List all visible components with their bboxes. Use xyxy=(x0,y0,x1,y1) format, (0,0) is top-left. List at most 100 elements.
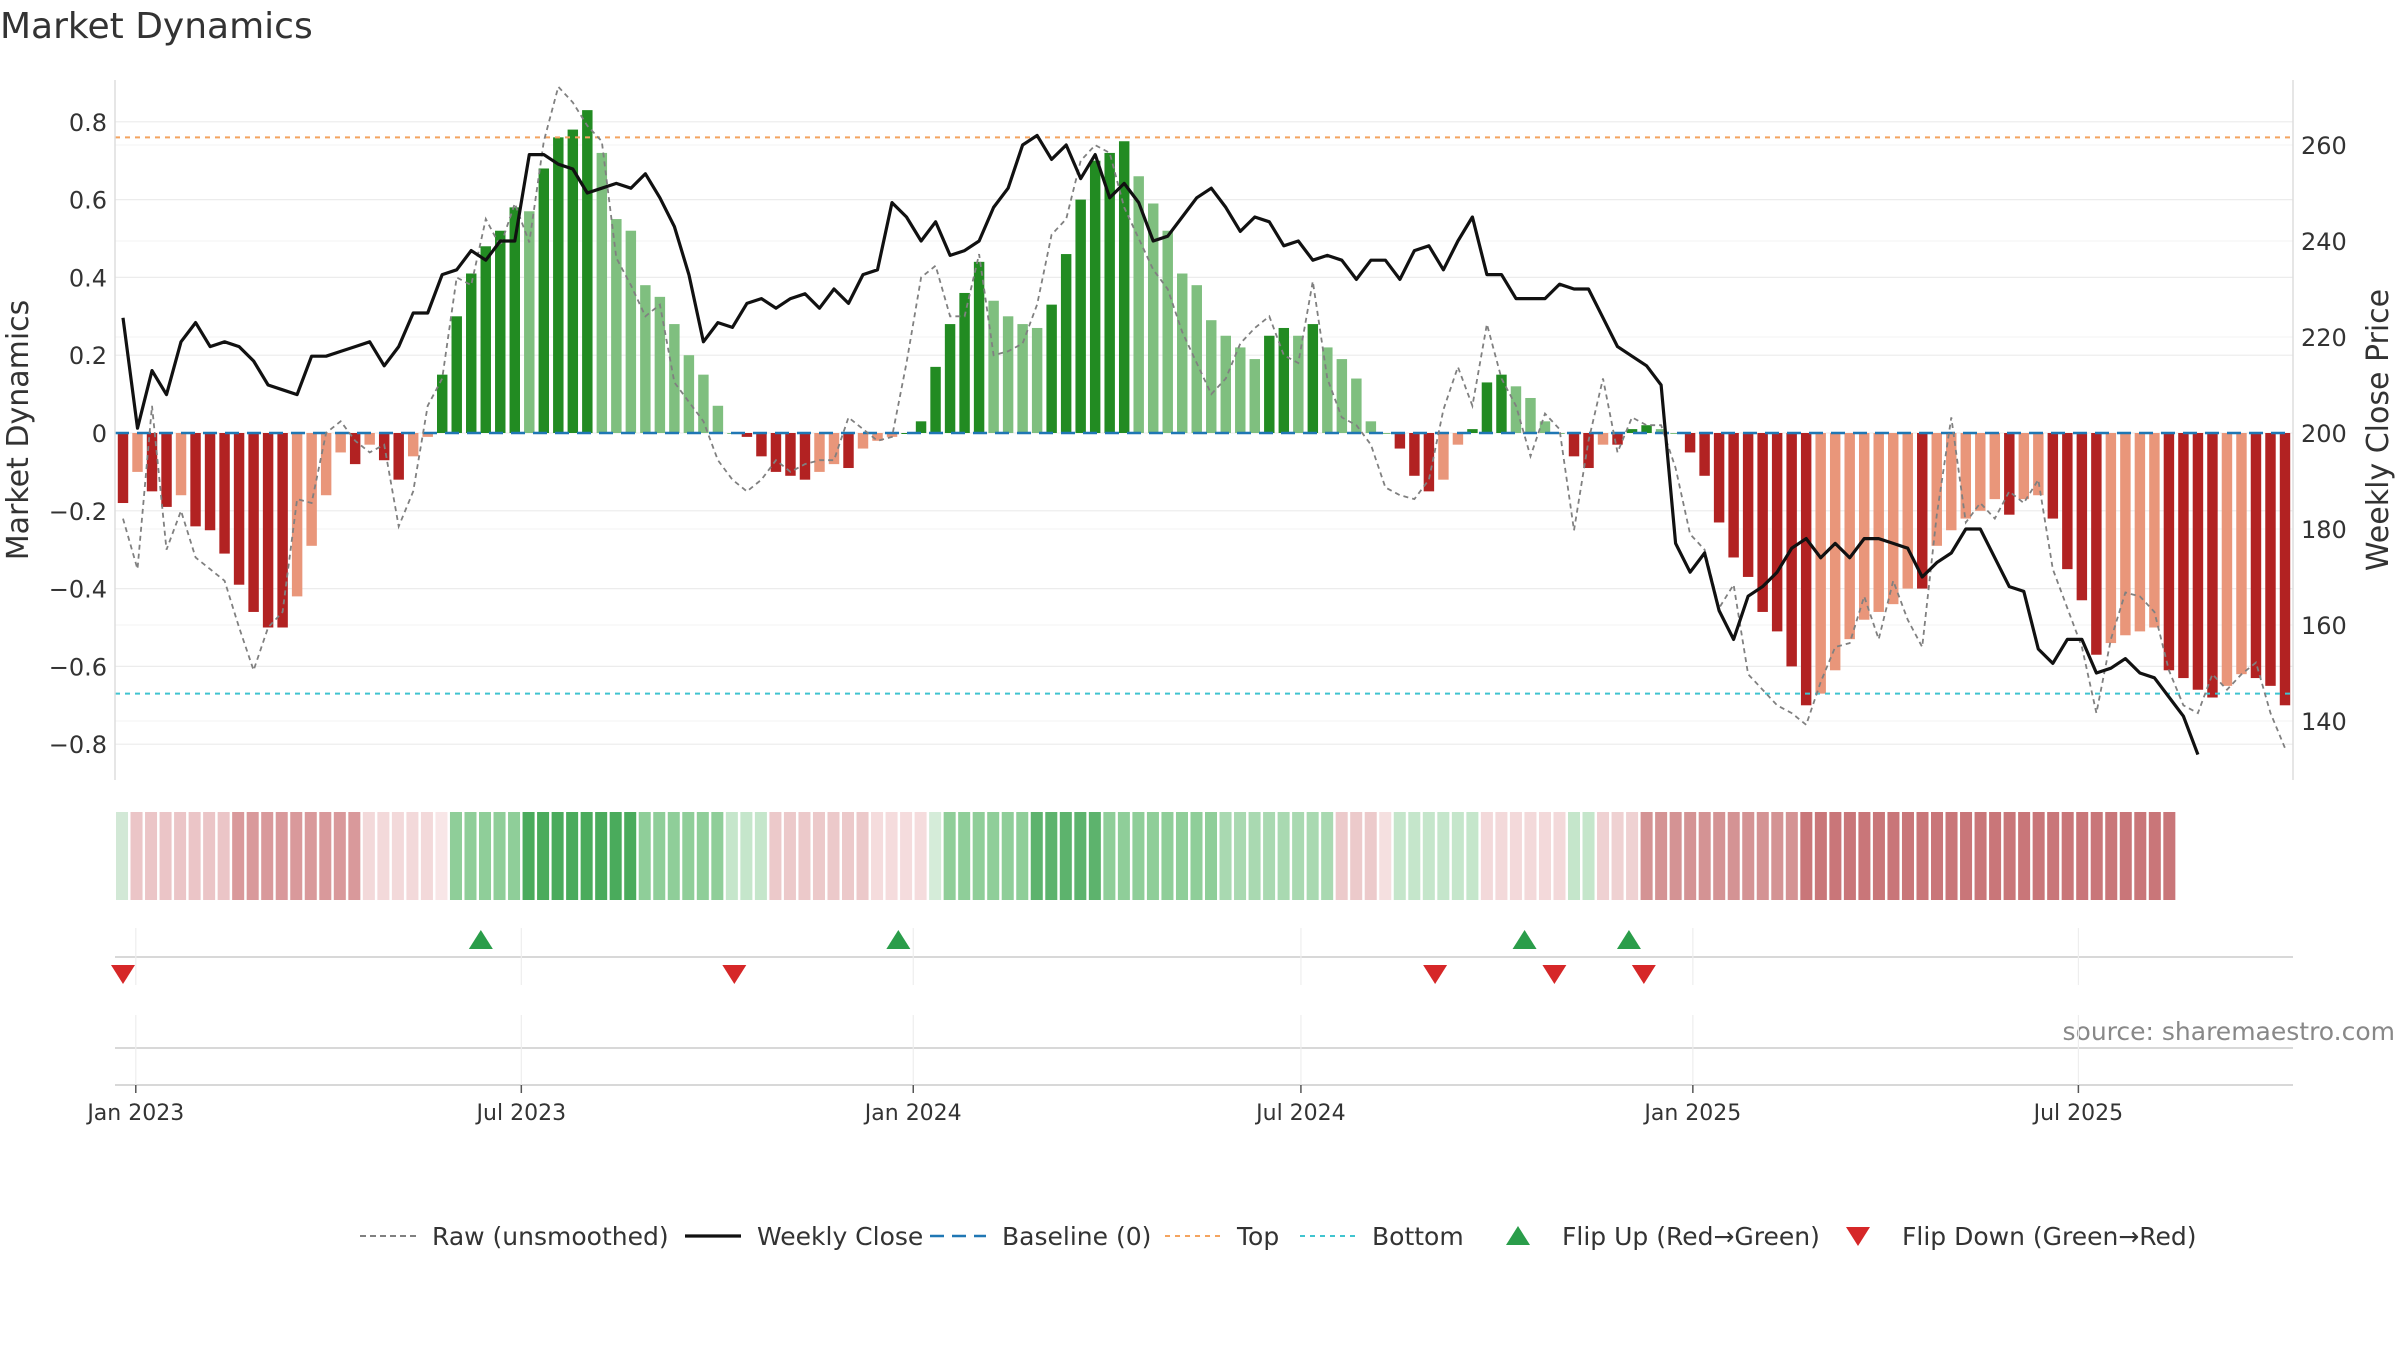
bar-55 xyxy=(915,421,927,433)
bar-87 xyxy=(1380,433,1391,434)
bar-141 xyxy=(2163,433,2175,671)
bar-47 xyxy=(799,433,811,480)
legend-label-5: Flip Up (Red→Green) xyxy=(1562,1222,1820,1251)
source-note: source: sharemaestro.com xyxy=(2063,1017,2396,1046)
regime-cell-90 xyxy=(1422,812,1435,900)
y2-tick-label-6: 260 xyxy=(2301,132,2347,160)
bar-60 xyxy=(988,300,999,433)
regime-cell-88 xyxy=(1393,812,1406,900)
regime-cell-5 xyxy=(188,812,201,900)
weekly-close-line xyxy=(121,133,2200,756)
bar-72 xyxy=(1162,230,1173,433)
bar-94 xyxy=(1481,382,1493,433)
regime-cell-26 xyxy=(493,812,506,900)
regime-cell-49 xyxy=(827,812,840,900)
regime-cell-63 xyxy=(1030,812,1043,900)
chart-title: Market Dynamics xyxy=(0,6,313,47)
regime-cell-67 xyxy=(1088,812,1101,900)
regime-cell-118 xyxy=(1829,812,1842,900)
bar-145 xyxy=(2221,433,2233,686)
bar-15 xyxy=(335,433,346,453)
regime-cell-89 xyxy=(1408,812,1421,900)
regime-cell-56 xyxy=(929,812,942,900)
regime-cell-70 xyxy=(1132,812,1145,900)
bar-98 xyxy=(1539,421,1551,433)
bar-91 xyxy=(1438,433,1449,480)
regime-cell-68 xyxy=(1103,812,1116,900)
bar-133 xyxy=(2047,433,2059,519)
bar-52 xyxy=(872,433,883,441)
raw-series xyxy=(122,84,2286,749)
regime-cell-62 xyxy=(1016,812,1029,900)
regime-cell-84 xyxy=(1335,812,1348,900)
legend-item-4: Bottom xyxy=(1300,1222,1464,1251)
flip-down-marker-1 xyxy=(722,965,747,984)
bar-32 xyxy=(582,110,593,433)
regime-cell-60 xyxy=(987,812,1000,900)
regime-cell-45 xyxy=(769,812,782,900)
bar-124 xyxy=(1917,433,1928,589)
bar-107 xyxy=(1670,433,1681,434)
regime-cell-58 xyxy=(958,812,971,900)
regime-cell-123 xyxy=(1901,812,1914,900)
bar-116 xyxy=(1800,433,1812,706)
regime-cell-113 xyxy=(1756,812,1769,900)
bar-147 xyxy=(2250,433,2262,679)
regime-cell-111 xyxy=(1727,812,1740,900)
bar-140 xyxy=(2149,433,2160,628)
bar-41 xyxy=(712,405,724,433)
bar-85 xyxy=(1351,378,1362,433)
bar-14 xyxy=(320,433,332,496)
regime-cell-95 xyxy=(1495,812,1508,900)
bar-114 xyxy=(1771,433,1783,632)
regime-cell-136 xyxy=(2090,812,2103,900)
y-axis-title: Market Dynamics xyxy=(1,300,36,561)
regime-cell-137 xyxy=(2105,812,2118,900)
y-tick-label-3: −0.2 xyxy=(49,498,107,526)
bar-3 xyxy=(161,433,172,507)
bar-69 xyxy=(1118,141,1130,433)
regime-cell-101 xyxy=(1582,812,1595,900)
regime-cell-28 xyxy=(522,812,535,900)
regime-cell-117 xyxy=(1814,812,1827,900)
regime-cell-30 xyxy=(551,812,564,900)
y2-tick-label-5: 240 xyxy=(2301,228,2347,256)
regime-cell-112 xyxy=(1742,812,1755,900)
y-tick-label-8: 0.8 xyxy=(69,109,107,137)
regime-cell-73 xyxy=(1175,812,1188,900)
bar-64 xyxy=(1046,304,1057,433)
regime-cell-51 xyxy=(856,812,869,900)
regime-cell-102 xyxy=(1597,812,1610,900)
regime-cell-53 xyxy=(885,812,898,900)
bar-28 xyxy=(524,211,535,433)
regime-cell-125 xyxy=(1931,812,1944,900)
bar-104 xyxy=(1626,429,1638,433)
bar-148 xyxy=(2265,433,2276,686)
bar-144 xyxy=(2207,433,2218,698)
regime-cell-33 xyxy=(595,812,608,900)
regime-cell-66 xyxy=(1074,812,1087,900)
regime-cell-104 xyxy=(1626,812,1639,900)
legend-label-2: Baseline (0) xyxy=(1002,1222,1151,1251)
y2-axis-title: Weekly Close Price xyxy=(2361,289,2396,571)
regime-cell-17 xyxy=(362,812,375,900)
regime-cell-107 xyxy=(1669,812,1682,900)
legend-item-0: Raw (unsmoothed) xyxy=(360,1222,669,1251)
flip-up-marker-3 xyxy=(1616,930,1641,949)
flip-down-marker-2 xyxy=(1423,965,1448,984)
regime-cell-36 xyxy=(638,812,651,900)
regime-cell-109 xyxy=(1698,812,1711,900)
bar-77 xyxy=(1235,347,1246,433)
bar-6 xyxy=(204,433,216,531)
regime-cell-14 xyxy=(319,812,332,900)
bar-54 xyxy=(901,433,912,434)
bar-31 xyxy=(567,129,579,433)
bar-93 xyxy=(1467,429,1478,433)
regime-cell-128 xyxy=(1974,812,1987,900)
regime-cell-100 xyxy=(1568,812,1581,900)
x-tick-label-4: Jan 2025 xyxy=(1642,1101,1741,1126)
bar-111 xyxy=(1728,433,1739,558)
bar-103 xyxy=(1612,433,1623,445)
price-series xyxy=(121,133,2200,756)
